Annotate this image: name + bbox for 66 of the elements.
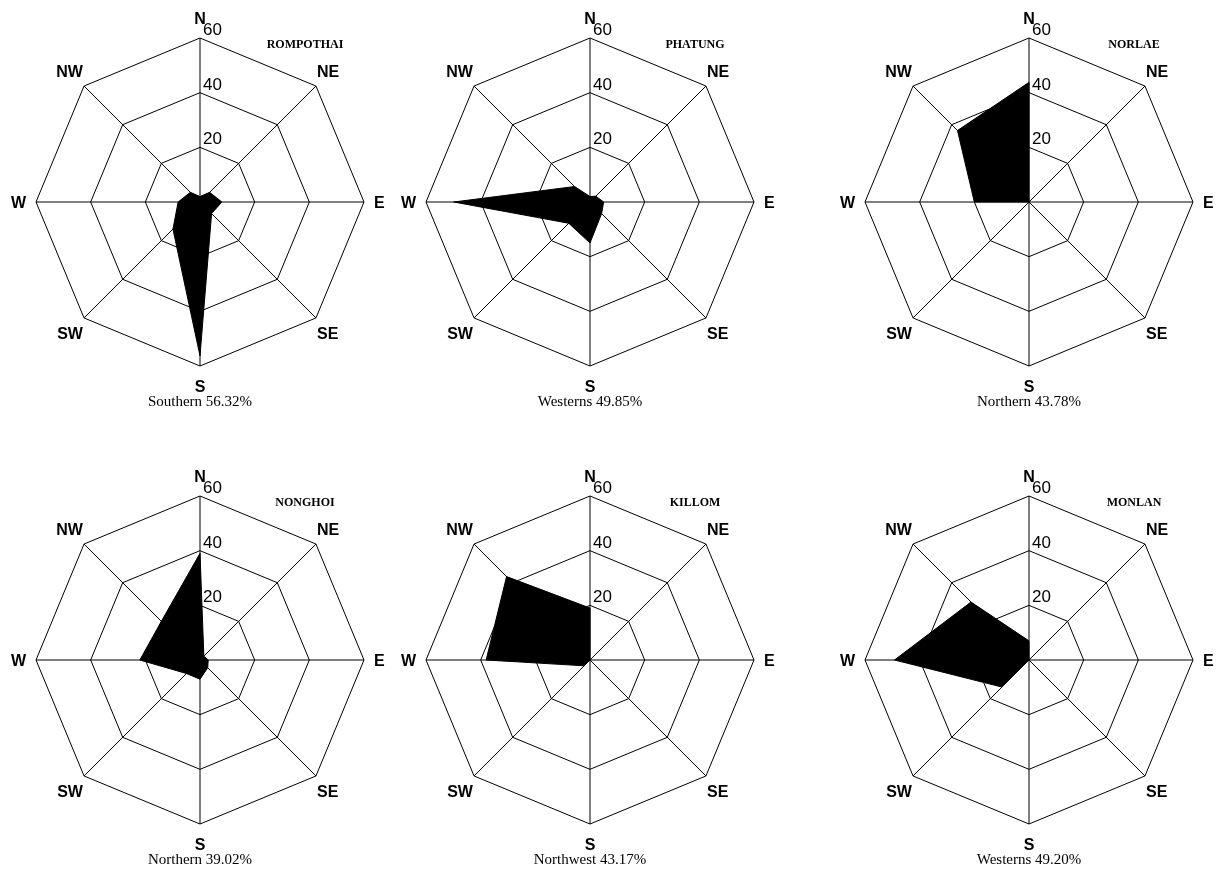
spoke-label: W (10, 194, 27, 211)
spoke-label: SE (1146, 783, 1168, 801)
text: NORLAE (1108, 37, 1160, 51)
spoke-label: SE (317, 325, 339, 343)
spoke-label: E (374, 652, 385, 669)
spoke-label: W (400, 194, 417, 211)
spoke-label: NE (317, 62, 340, 80)
spoke-label: S (1023, 378, 1035, 395)
y-tick-label: 20 (593, 129, 612, 149)
spoke-label: S (584, 378, 596, 395)
spoke-label: E (1203, 194, 1214, 211)
spoke-label: NE (1146, 62, 1169, 80)
text: Westerns 49.85% (537, 393, 643, 409)
spoke-label: S (194, 378, 206, 395)
y-tick-label: 20 (1032, 129, 1051, 149)
spoke-label: SE (317, 783, 339, 801)
text: MONLAN (1106, 495, 1162, 509)
spoke-label: E (764, 652, 775, 669)
spoke-label: E (374, 194, 385, 211)
text: Northern 39.02% (147, 851, 253, 867)
text: Westerns 49.20% (976, 851, 1082, 867)
text: Northern 43.78% (976, 393, 1082, 409)
spoke-label: NW (885, 520, 913, 538)
spoke-label: SW (447, 783, 474, 801)
spoke-label: SW (447, 325, 474, 343)
spoke-label: W (839, 652, 856, 669)
spoke-label: NW (56, 520, 84, 538)
spoke-label: NW (446, 62, 474, 80)
spoke-label: S (1023, 836, 1035, 853)
spoke-label: W (400, 652, 417, 669)
text: ROMPOTHAI (266, 37, 344, 51)
y-tick-label: 40 (203, 532, 222, 552)
spoke-label: NE (707, 520, 730, 538)
spoke-label: SW (886, 325, 913, 343)
spoke-label: E (764, 194, 775, 211)
spoke-label: SW (886, 783, 913, 801)
text: KILLOM (669, 495, 721, 509)
y-tick-label: 40 (1032, 74, 1051, 94)
spoke-label: SE (707, 325, 729, 343)
spoke-label: NE (1146, 520, 1169, 538)
y-tick-label: 40 (1032, 532, 1051, 552)
spoke-label: W (10, 652, 27, 669)
text: Southern 56.32% (147, 393, 253, 409)
text: NONGHOI (275, 495, 335, 509)
spoke-label: SE (707, 783, 729, 801)
spoke-label: NW (56, 62, 84, 80)
y-tick-label: 40 (593, 532, 612, 552)
y-tick-label: 20 (593, 587, 612, 607)
spoke-label: S (194, 836, 206, 853)
spoke-label: E (1203, 652, 1214, 669)
spoke-label: NE (707, 62, 730, 80)
y-tick-label: 20 (203, 587, 222, 607)
spoke-label: NE (317, 520, 340, 538)
y-tick-label: 20 (1032, 587, 1051, 607)
y-tick-label: 20 (203, 129, 222, 149)
y-tick-label: 40 (593, 74, 612, 94)
spoke-label: SW (57, 325, 84, 343)
spoke-label: SE (1146, 325, 1168, 343)
spoke-label: S (584, 836, 596, 853)
spoke-label: W (839, 194, 856, 211)
y-tick-label: 40 (203, 74, 222, 94)
spoke-label: NW (885, 62, 913, 80)
spoke-label: NW (446, 520, 474, 538)
text: PHATUNG (665, 37, 725, 51)
spoke-label: SW (57, 783, 84, 801)
text: Northwest 43.17% (533, 851, 647, 867)
